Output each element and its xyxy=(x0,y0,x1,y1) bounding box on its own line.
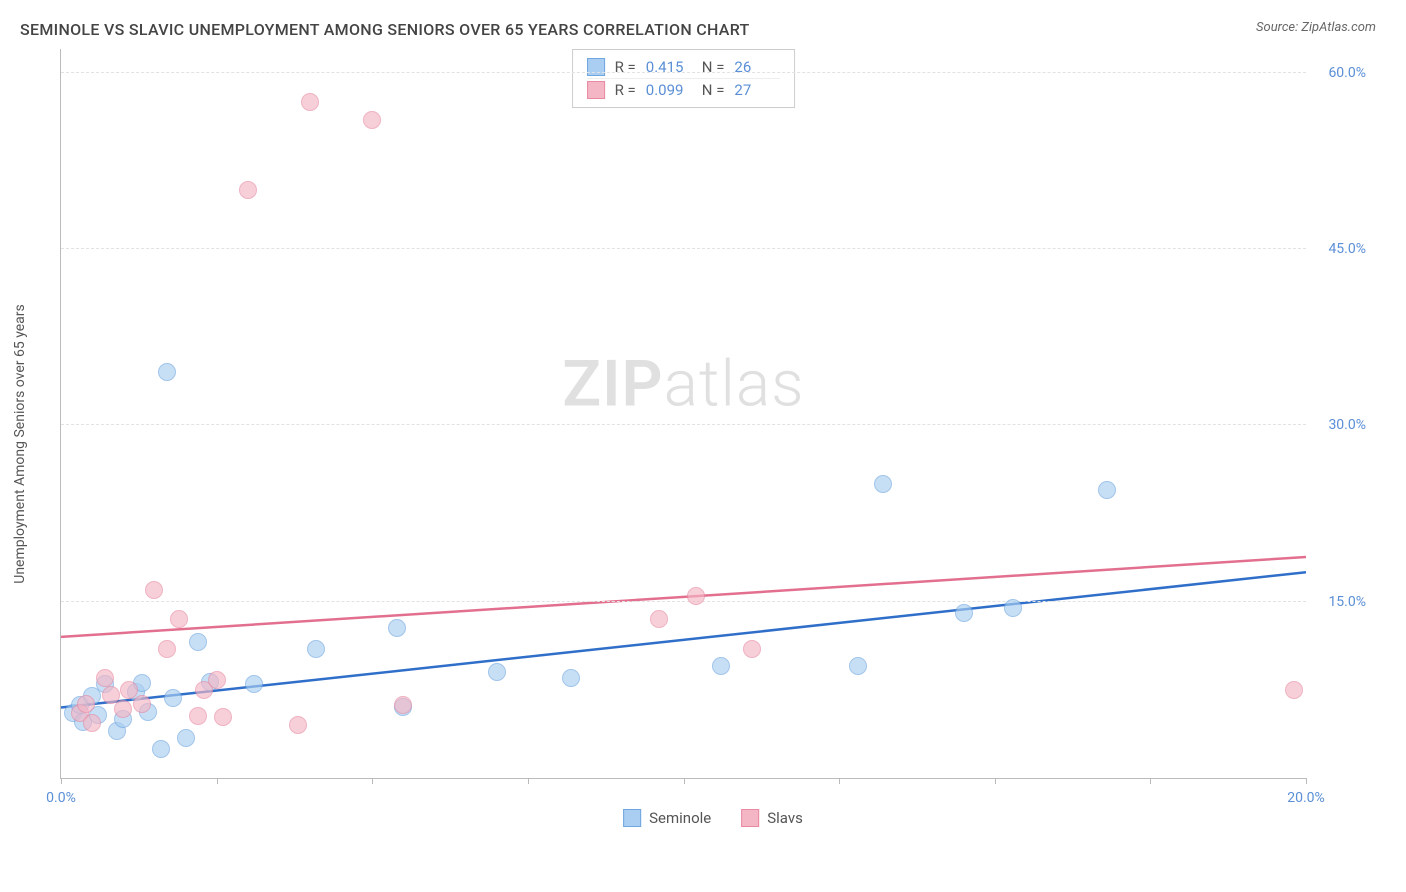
data-point xyxy=(177,729,195,747)
data-point xyxy=(133,695,151,713)
stats-legend: R = 0.415 N = 26 R = 0.099 N = 27 xyxy=(572,49,796,108)
data-point xyxy=(1098,481,1116,499)
n-value-seminole: 26 xyxy=(734,58,780,76)
data-point xyxy=(955,604,973,622)
data-point xyxy=(743,640,761,658)
r-label: R = xyxy=(615,81,636,99)
data-point xyxy=(363,111,381,129)
data-point xyxy=(388,619,406,637)
n-label: N = xyxy=(702,81,725,99)
legend-item-seminole: Seminole xyxy=(623,809,711,827)
data-point xyxy=(1004,599,1022,617)
x-tick-label: 20.0% xyxy=(1287,790,1325,806)
data-point xyxy=(189,707,207,725)
y-tick-label: 45.0% xyxy=(1328,241,1366,257)
legend-item-slavs: Slavs xyxy=(741,809,803,827)
data-point xyxy=(301,93,319,111)
bottom-legend: Seminole Slavs xyxy=(623,809,803,827)
data-point xyxy=(394,696,412,714)
data-point xyxy=(712,657,730,675)
data-point xyxy=(164,689,182,707)
n-label: N = xyxy=(702,58,725,76)
watermark: ZIPatlas xyxy=(562,347,804,422)
data-point xyxy=(488,663,506,681)
y-axis-title: Unemployment Among Seniors over 65 years xyxy=(12,304,28,584)
source-label: Source: ZipAtlas.com xyxy=(1256,20,1376,35)
data-point xyxy=(152,740,170,758)
chart-title: SEMINOLE VS SLAVIC UNEMPLOYMENT AMONG SE… xyxy=(20,20,750,39)
data-point xyxy=(83,714,101,732)
r-value-slavs: 0.099 xyxy=(646,81,692,99)
y-tick-label: 30.0% xyxy=(1328,417,1366,433)
data-point xyxy=(245,675,263,693)
data-point xyxy=(158,640,176,658)
r-value-seminole: 0.415 xyxy=(646,58,692,76)
swatch-seminole-icon xyxy=(623,809,641,827)
data-point xyxy=(239,181,257,199)
y-tick-label: 15.0% xyxy=(1328,594,1366,610)
swatch-seminole xyxy=(587,58,605,76)
stats-row-seminole: R = 0.415 N = 26 xyxy=(587,56,781,78)
data-point xyxy=(145,581,163,599)
data-point xyxy=(1285,681,1303,699)
data-point xyxy=(849,657,867,675)
swatch-slavs xyxy=(587,81,605,99)
x-tick-label: 0.0% xyxy=(46,790,76,806)
data-point xyxy=(77,695,95,713)
data-point xyxy=(650,610,668,628)
data-point xyxy=(208,671,226,689)
legend-label-seminole: Seminole xyxy=(649,809,711,827)
y-tick-label: 60.0% xyxy=(1328,65,1366,81)
r-label: R = xyxy=(615,58,636,76)
data-point xyxy=(96,669,114,687)
data-point xyxy=(214,708,232,726)
swatch-slavs-icon xyxy=(741,809,759,827)
data-point xyxy=(874,475,892,493)
n-value-slavs: 27 xyxy=(734,81,780,99)
stats-row-slavs: R = 0.099 N = 27 xyxy=(587,78,781,101)
data-point xyxy=(687,587,705,605)
legend-label-slavs: Slavs xyxy=(767,809,803,827)
data-point xyxy=(189,633,207,651)
data-point xyxy=(307,640,325,658)
data-point xyxy=(114,700,132,718)
plot-area: ZIPatlas R = 0.415 N = 26 R = 0.099 N = … xyxy=(60,49,1306,779)
data-point xyxy=(158,363,176,381)
data-point xyxy=(289,716,307,734)
data-point xyxy=(562,669,580,687)
data-point xyxy=(170,610,188,628)
